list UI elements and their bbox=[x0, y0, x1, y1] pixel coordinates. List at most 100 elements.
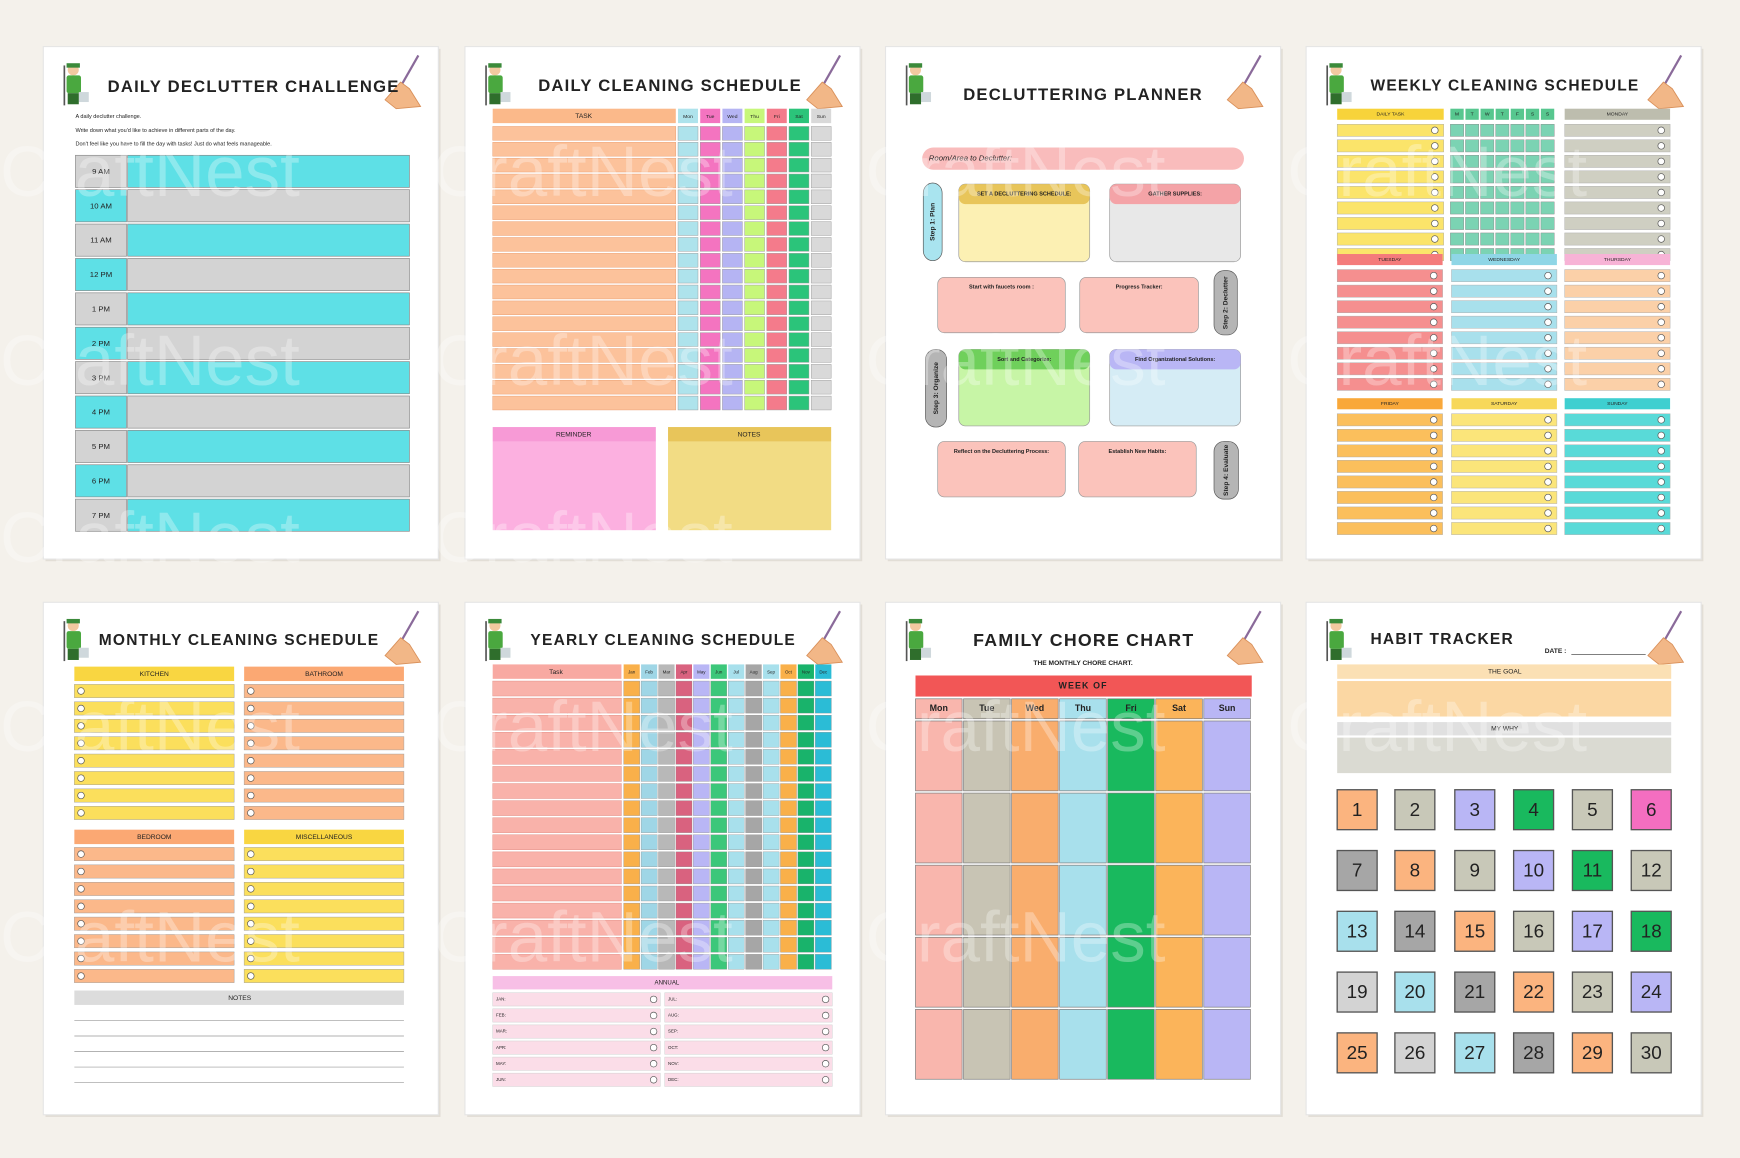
checkbox bbox=[1430, 380, 1438, 388]
block-header bbox=[492, 976, 833, 990]
check-cell bbox=[1450, 155, 1464, 168]
checkbox bbox=[1657, 126, 1665, 134]
header-label: T bbox=[1471, 112, 1474, 118]
check-cell bbox=[658, 766, 675, 782]
check-cell bbox=[744, 142, 765, 157]
block-row bbox=[1564, 444, 1671, 458]
block-row bbox=[74, 882, 235, 896]
block-row bbox=[1336, 201, 1444, 215]
block-title: WEDNESDAY bbox=[1488, 257, 1520, 263]
check-cell bbox=[810, 268, 832, 284]
check-cell bbox=[640, 800, 658, 816]
block-row bbox=[1336, 331, 1443, 345]
checkbox bbox=[247, 850, 255, 858]
header-label: TASK bbox=[575, 113, 592, 120]
check-cell bbox=[640, 680, 658, 697]
check-cell bbox=[699, 142, 721, 157]
check-cell bbox=[623, 697, 640, 714]
check-cell bbox=[744, 253, 765, 268]
checkbox bbox=[1544, 318, 1552, 326]
checkbox bbox=[77, 902, 85, 910]
day-box bbox=[1394, 1032, 1436, 1074]
check-cell bbox=[658, 937, 675, 953]
header-label: Thu bbox=[750, 114, 759, 120]
checkbox bbox=[1657, 447, 1665, 455]
time-label: 7 PM bbox=[92, 511, 110, 520]
check-cell bbox=[762, 680, 780, 697]
header-cell bbox=[766, 108, 787, 124]
box-title: NOTES bbox=[738, 432, 761, 439]
check-cell bbox=[710, 783, 728, 799]
watermark: CraftNest bbox=[0, 688, 300, 767]
check-cell bbox=[1495, 217, 1510, 230]
check-cell bbox=[640, 749, 658, 765]
block-row bbox=[74, 736, 235, 751]
check-cell bbox=[640, 920, 658, 936]
check-cell bbox=[766, 173, 787, 189]
check-cell bbox=[780, 732, 797, 748]
check-cell bbox=[1450, 232, 1464, 246]
check-cell bbox=[1540, 170, 1555, 184]
check-cell bbox=[797, 954, 815, 970]
day-box bbox=[1571, 910, 1614, 952]
check-cell bbox=[1465, 170, 1479, 184]
time-bar bbox=[127, 258, 410, 291]
block-header bbox=[1451, 398, 1557, 410]
check-cell bbox=[1540, 232, 1555, 246]
checkbox bbox=[1544, 509, 1552, 517]
page-title: HABIT TRACKER bbox=[1370, 631, 1513, 648]
time-cell bbox=[75, 223, 127, 257]
chore-cell bbox=[1203, 720, 1251, 792]
check-cell bbox=[744, 237, 765, 252]
check-cell bbox=[1480, 155, 1495, 168]
chore-cell bbox=[915, 936, 963, 1008]
block-row bbox=[1564, 522, 1671, 535]
check-cell bbox=[693, 800, 710, 816]
checkbox bbox=[1544, 493, 1552, 502]
check-cell bbox=[744, 332, 765, 347]
icon-legs bbox=[67, 648, 79, 660]
block-header bbox=[244, 666, 404, 682]
header-label: May bbox=[697, 669, 706, 674]
check-cell bbox=[1465, 139, 1479, 153]
check-cell bbox=[693, 920, 710, 936]
header-cell bbox=[641, 664, 658, 679]
chore-cell bbox=[1107, 864, 1155, 936]
block-row bbox=[1564, 506, 1671, 520]
check-cell bbox=[780, 834, 797, 850]
annual-label: APR: bbox=[496, 1045, 506, 1050]
check-cell bbox=[675, 732, 693, 748]
check-cell bbox=[722, 332, 743, 347]
check-cell bbox=[766, 300, 787, 316]
check-cell bbox=[722, 316, 743, 331]
icon-bucket bbox=[78, 92, 89, 103]
box-body bbox=[492, 441, 656, 531]
annual-label: DEC: bbox=[668, 1077, 679, 1082]
check-cell bbox=[640, 851, 658, 868]
block-row bbox=[74, 718, 235, 733]
day-box bbox=[1336, 1032, 1378, 1074]
day-number: 25 bbox=[1347, 1042, 1368, 1063]
week-bar bbox=[915, 675, 1252, 697]
page-title: WEEKLY CLEANING SCHEDULE bbox=[1370, 78, 1639, 95]
check-cell bbox=[722, 173, 743, 189]
checkbox bbox=[247, 722, 255, 730]
check-cell bbox=[810, 142, 832, 157]
check-cell bbox=[1495, 232, 1510, 246]
day-box bbox=[1394, 971, 1436, 1013]
check-cell bbox=[677, 380, 699, 395]
check-cell bbox=[728, 697, 745, 714]
day-header bbox=[1107, 698, 1155, 720]
check-cell bbox=[693, 834, 710, 850]
header-label: Mar bbox=[663, 669, 671, 674]
checkbox bbox=[649, 1043, 658, 1052]
annual-label: JUL: bbox=[668, 997, 677, 1002]
chore-cell bbox=[1203, 936, 1251, 1008]
task-row bbox=[492, 348, 677, 363]
task-row bbox=[492, 868, 622, 885]
check-cell bbox=[766, 268, 787, 284]
check-cell bbox=[675, 834, 693, 850]
checkbox bbox=[1544, 478, 1552, 486]
day-number: 23 bbox=[1582, 981, 1603, 1002]
check-cell bbox=[810, 284, 832, 300]
